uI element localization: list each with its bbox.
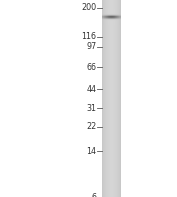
Text: 6: 6	[92, 192, 96, 197]
Text: 14: 14	[87, 147, 96, 156]
Text: 44: 44	[87, 85, 96, 94]
Text: 31: 31	[87, 104, 96, 113]
Text: 22: 22	[86, 122, 96, 131]
Text: 66: 66	[87, 63, 96, 72]
Text: 116: 116	[81, 33, 96, 42]
Text: 200: 200	[81, 3, 96, 12]
Text: 97: 97	[86, 42, 96, 51]
